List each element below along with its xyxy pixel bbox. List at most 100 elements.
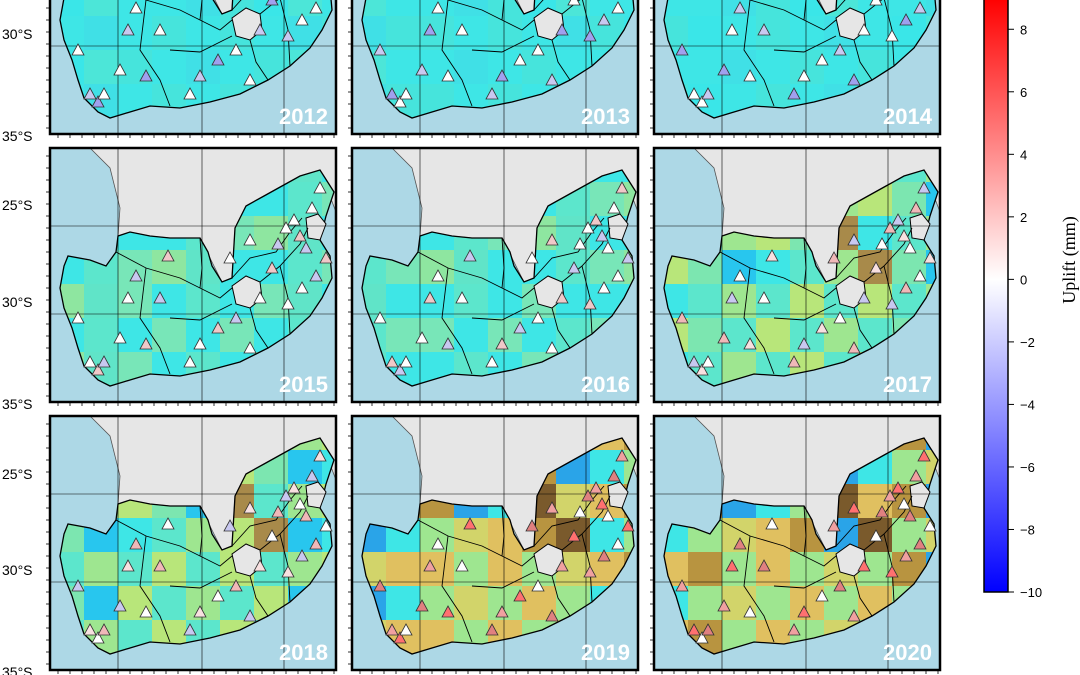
gnss-station-marker	[621, 251, 635, 264]
province-border	[533, 485, 605, 547]
grid-cell	[84, 0, 118, 16]
province-border	[199, 0, 203, 21]
province-border	[441, 535, 473, 643]
gnss-station-marker	[601, 241, 615, 254]
province-border	[863, 495, 913, 551]
gnss-station-marker	[139, 69, 153, 82]
province-border	[853, 307, 873, 349]
gnss-station-marker	[555, 23, 569, 36]
gnss-station-marker	[615, 449, 629, 462]
gnss-station-marker	[385, 623, 399, 636]
province-border	[551, 307, 571, 349]
gnss-station-marker	[797, 337, 811, 350]
province-border	[115, 519, 233, 567]
gnss-station-marker	[545, 501, 559, 514]
gnss-station-marker	[545, 233, 559, 246]
province-border	[249, 39, 269, 81]
country-outline	[59, 169, 335, 387]
gnss-station-marker	[393, 363, 407, 376]
year-label: 2013	[581, 104, 630, 129]
gnss-station-marker	[757, 291, 771, 304]
gnss-station-marker	[253, 559, 267, 572]
gnss-station-marker	[733, 537, 747, 550]
gnss-station-marker	[153, 23, 167, 36]
grid-cell	[152, 586, 186, 620]
eswatini	[607, 213, 629, 241]
gnss-station-marker	[531, 43, 545, 56]
grid-cell	[688, 284, 722, 318]
grid-cell	[688, 552, 722, 586]
gnss-station-marker	[373, 43, 387, 56]
province-border	[417, 251, 535, 299]
gnss-station-marker	[299, 509, 313, 522]
gnss-station-marker	[495, 337, 509, 350]
gnss-station-marker	[223, 251, 237, 264]
gnss-station-marker	[431, 269, 445, 282]
gnss-station-marker	[815, 321, 829, 334]
province-border	[471, 303, 535, 321]
province-border	[551, 575, 571, 617]
gnss-station-marker	[899, 549, 913, 562]
province-border	[719, 519, 837, 567]
gnss-station-marker	[299, 241, 313, 254]
province-border	[803, 0, 807, 21]
gnss-station-marker	[113, 331, 127, 344]
gnss-station-marker	[253, 23, 267, 36]
gnss-station-marker	[229, 311, 243, 324]
gnss-station-marker	[701, 87, 715, 100]
gnss-station-marker	[913, 537, 927, 550]
gnss-station-marker	[857, 559, 871, 572]
province-border	[743, 535, 775, 643]
grid-cell	[454, 0, 488, 16]
gnss-station-marker	[875, 505, 889, 518]
gnss-station-marker	[513, 589, 527, 602]
gnss-station-marker	[183, 355, 197, 368]
gnss-station-marker	[903, 509, 917, 522]
province-border	[773, 571, 837, 589]
gnss-station-marker	[415, 63, 429, 76]
gnss-station-marker	[513, 53, 527, 66]
panel-frame	[48, 0, 338, 136]
latitude-label: 30°S	[2, 294, 33, 310]
gnss-station-marker	[581, 489, 595, 502]
grid-cell	[454, 318, 488, 352]
gnss-station-marker	[833, 579, 847, 592]
country-outline	[59, 437, 335, 655]
gnss-station-marker	[583, 565, 597, 578]
province-border	[853, 39, 873, 81]
country-outline	[663, 437, 939, 655]
gnss-station-marker	[595, 497, 609, 510]
gnss-station-marker	[725, 23, 739, 36]
year-label: 2015	[279, 372, 328, 397]
gnss-station-marker	[611, 269, 625, 282]
province-border	[863, 0, 883, 15]
colorbar-tick-label: 4	[1020, 147, 1027, 162]
gnss-station-marker	[161, 517, 175, 530]
gnss-station-marker	[423, 559, 437, 572]
gnss-station-marker	[787, 355, 801, 368]
province-border	[749, 0, 837, 31]
gnss-station-marker	[885, 29, 899, 42]
gnss-station-marker	[309, 269, 323, 282]
gnss-station-marker	[271, 505, 285, 518]
gnss-station-marker	[97, 623, 111, 636]
colorbar-tick-label: 6	[1020, 85, 1027, 100]
gnss-station-marker	[243, 233, 257, 246]
grid-cell	[688, 586, 722, 620]
gnss-station-marker	[827, 519, 841, 532]
gnss-station-marker	[121, 291, 135, 304]
gnss-station-marker	[757, 559, 771, 572]
neighbour-land	[214, 0, 234, 15]
gnss-station-marker	[455, 291, 469, 304]
gnss-station-marker	[223, 519, 237, 532]
colorbar-tick-label: −6	[1020, 460, 1035, 475]
gnss-station-marker	[545, 609, 559, 622]
grid-cell	[926, 0, 938, 16]
province-border	[441, 0, 473, 107]
grid-cell	[756, 318, 790, 352]
gnss-station-marker	[455, 23, 469, 36]
gnss-station-marker	[891, 481, 905, 494]
grid-cell	[688, 50, 722, 84]
gnss-station-marker	[695, 631, 709, 644]
map-panel-2014: 2014	[650, 0, 942, 138]
